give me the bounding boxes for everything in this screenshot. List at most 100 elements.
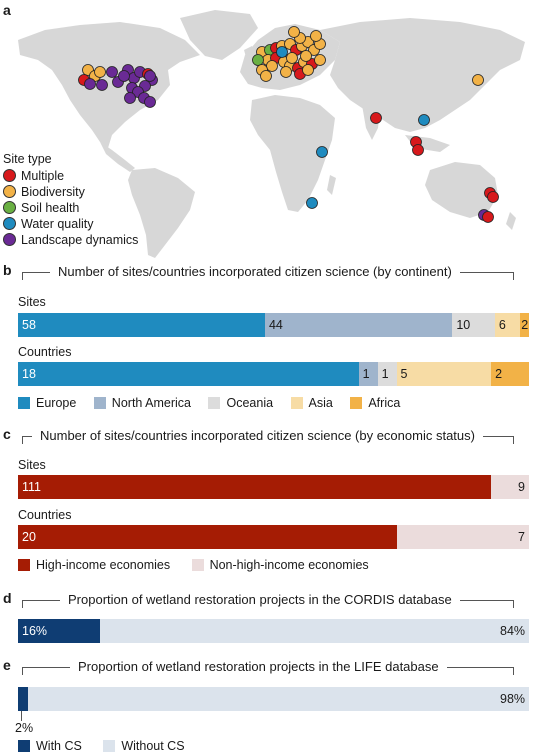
legend-item-north-america: North America [93, 396, 191, 410]
site-point [314, 54, 326, 66]
legend-item-soil-health: Soil health [3, 201, 138, 217]
legend-item-non-high-income: Non-high-income economies [191, 558, 369, 572]
stacked-bar-countries-economy: 20 7 [18, 525, 529, 549]
legend-swatch [3, 169, 16, 182]
site-point [96, 79, 108, 91]
site-type-legend: Site type Multiple Biodiversity Soil hea… [3, 152, 138, 249]
bar-segment [491, 362, 529, 386]
site-point [310, 30, 322, 42]
bar-segment [396, 362, 492, 386]
site-point [106, 66, 118, 78]
legend-item-with-cs: With CS [18, 739, 82, 753]
legend-item-asia: Asia [290, 396, 333, 410]
site-point [302, 64, 314, 76]
bar-value-label: 2 [521, 318, 529, 332]
bar-segment [18, 525, 397, 549]
panel-b-title: Number of sites/countries incorporated c… [50, 264, 460, 279]
cs-legend: With CS Without CS [18, 739, 185, 753]
bar-segment [18, 362, 359, 386]
bar-value-label: 98% [500, 692, 526, 706]
site-point [252, 54, 264, 66]
stacked-bar-sites-continent: 58 44 10 6 2 [18, 313, 529, 337]
continent-legend: Europe North America Oceania Asia Africa [18, 396, 400, 410]
bar-value-label: 10 [456, 318, 471, 332]
site-point [487, 191, 499, 203]
stacked-bar-countries-continent: 18 1 1 5 2 [18, 362, 529, 386]
site-point [84, 78, 96, 90]
bar-segment [452, 313, 495, 337]
legend-swatch [3, 201, 16, 214]
legend-item-multiple: Multiple [3, 169, 138, 185]
bar-segment [18, 475, 491, 499]
site-point [370, 112, 382, 124]
life-with-cs-value: 2% [15, 721, 34, 735]
bar-segment [377, 362, 397, 386]
site-point [472, 74, 484, 86]
callout-line [21, 711, 22, 721]
bar-segment [358, 362, 378, 386]
panel-e-title: Proportion of wetland restoration projec… [70, 659, 447, 674]
legend-title: Site type [3, 152, 52, 166]
bar-value-label: 84% [500, 624, 526, 638]
legend-item-water-quality: Water quality [3, 217, 138, 233]
site-point [266, 60, 278, 72]
panel-e-label: e [3, 657, 11, 673]
bar-segment [18, 313, 265, 337]
bar-value-label: 2 [495, 367, 503, 381]
bar-segment [520, 313, 529, 337]
site-point [260, 70, 272, 82]
bar-value-label: 9 [518, 480, 525, 494]
legend-item-oceania: Oceania [208, 396, 273, 410]
bar-value-label: 44 [268, 318, 283, 332]
stacked-bar-sites-economy: 111 9 [18, 475, 529, 499]
bar-segment [99, 619, 529, 643]
map-points [78, 26, 499, 223]
bar-segment [494, 313, 521, 337]
site-point [276, 46, 288, 58]
legend-item-europe: Europe [18, 396, 76, 410]
panel-d-label: d [3, 590, 12, 606]
bar-value-label: 58 [22, 318, 36, 332]
site-point [316, 146, 328, 158]
site-point [286, 52, 298, 64]
site-point [118, 70, 130, 82]
bar-segment [28, 687, 529, 711]
site-point [280, 66, 292, 78]
bar-segment [490, 475, 529, 499]
economy-legend: High-income economies Non-high-income ec… [18, 558, 369, 572]
bar-value-label: 1 [362, 367, 370, 381]
stacked-bar-life: 98% [18, 687, 529, 711]
legend-item-africa: Africa [350, 396, 400, 410]
bar-value-label: 5 [400, 367, 408, 381]
site-point [418, 114, 430, 126]
site-point [482, 211, 494, 223]
legend-swatch [3, 233, 16, 246]
legend-swatch [3, 217, 16, 230]
site-point [288, 26, 300, 38]
bar-value-label: 18 [22, 367, 36, 381]
panel-c-label: c [3, 426, 11, 442]
panel-d-title: Proportion of wetland restoration projec… [60, 592, 460, 607]
site-point [124, 92, 136, 104]
site-point [144, 96, 156, 108]
bar-value-label: 111 [22, 480, 42, 494]
site-point [94, 66, 106, 78]
bar-value-label: 6 [498, 318, 506, 332]
site-point [412, 144, 424, 156]
row-label-sites: Sites [18, 295, 46, 309]
bar-segment [264, 313, 453, 337]
legend-swatch [3, 185, 16, 198]
row-label-countries: Countries [18, 508, 72, 522]
row-label-countries: Countries [18, 345, 72, 359]
bar-value-label: 20 [22, 530, 36, 544]
bar-value-label: 16% [22, 624, 48, 638]
legend-item-landscape-dynamics: Landscape dynamics [3, 233, 138, 249]
legend-item-without-cs: Without CS [103, 739, 185, 753]
legend-item-biodiversity: Biodiversity [3, 185, 138, 201]
stacked-bar-cordis: 16% 84% [18, 619, 529, 643]
panel-b-label: b [3, 262, 12, 278]
row-label-sites: Sites [18, 458, 46, 472]
bar-segment [18, 619, 100, 643]
site-point [306, 197, 318, 209]
bar-value-label: 1 [381, 367, 389, 381]
